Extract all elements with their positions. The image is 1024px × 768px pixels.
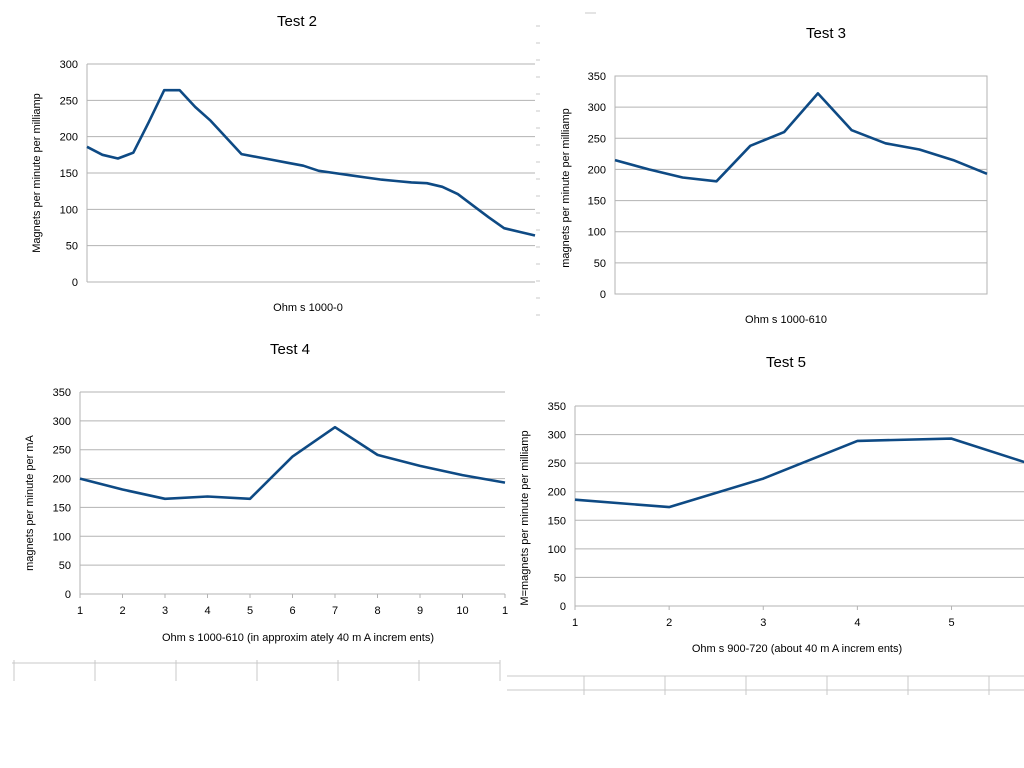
y-tick-label: 150 bbox=[53, 502, 71, 514]
x-tick-label: 5 bbox=[247, 605, 253, 617]
y-tick-label: 0 bbox=[560, 601, 566, 613]
chart-test4: 0 50 100 150 200 250 300 350 1 2 3 4 5 6 7 8 9 10 1 Test 4 O… bbox=[24, 341, 508, 644]
y-tick-label: 100 bbox=[548, 544, 566, 556]
series-line bbox=[614, 92, 988, 183]
y-tick-label: 300 bbox=[53, 416, 71, 428]
x-axis-label: Ohm s 1000-0 bbox=[273, 302, 343, 314]
y-tick-label: 0 bbox=[65, 589, 71, 601]
y-tick-label: 250 bbox=[548, 458, 566, 470]
series-line bbox=[86, 88, 536, 237]
y-axis-label: magnets per minute per mA bbox=[24, 434, 36, 570]
sheet-decorations bbox=[12, 12, 1024, 695]
x-axis-label: Ohm s 1000-610 bbox=[745, 314, 827, 326]
chart-title: Test 2 bbox=[277, 13, 317, 30]
x-tick-label: 1 bbox=[572, 617, 578, 629]
x-tick-label: 4 bbox=[854, 617, 860, 629]
y-tick-label: 150 bbox=[60, 168, 78, 180]
x-tick-label: 3 bbox=[760, 617, 766, 629]
y-tick-label: 250 bbox=[60, 95, 78, 107]
y-tick-label: 300 bbox=[588, 102, 606, 114]
chart-test2: 0 50 100 150 200 250 300 Test 2 Ohm s 1000-0 Magn… bbox=[31, 13, 536, 314]
x-tick-label: 3 bbox=[162, 605, 168, 617]
y-tick-label: 150 bbox=[548, 515, 566, 527]
plot-frame bbox=[614, 75, 988, 295]
y-tick-label: 100 bbox=[60, 204, 78, 216]
x-tick-label: 1 bbox=[77, 605, 83, 617]
y-tick-label: 50 bbox=[554, 572, 566, 584]
x-tick-label: 2 bbox=[119, 605, 125, 617]
y-tick-label: 0 bbox=[72, 277, 78, 289]
x-tick-label: 2 bbox=[666, 617, 672, 629]
y-tick-label: 350 bbox=[53, 387, 71, 399]
y-tick-label: 0 bbox=[600, 289, 606, 301]
x-tick-label: 7 bbox=[332, 605, 338, 617]
series-line bbox=[79, 425, 506, 501]
series-line bbox=[574, 437, 1024, 509]
x-axis-label: Ohm s 900-720 (about 40 m A increm ents) bbox=[692, 643, 902, 655]
y-tick-label: 100 bbox=[588, 227, 606, 239]
y-tick-label: 200 bbox=[53, 474, 71, 486]
y-tick-label: 50 bbox=[66, 241, 78, 253]
y-tick-label: 350 bbox=[548, 401, 566, 413]
chart-test3: 0 50 100 150 200 250 300 350 Test 3 Ohm s 1000-61… bbox=[560, 25, 988, 326]
y-axis-label: Magnets per minute per milliamp bbox=[31, 93, 43, 253]
y-tick-label: 200 bbox=[60, 132, 78, 144]
x-tick-label: 10 bbox=[456, 605, 468, 617]
chart-test5: 0 50 100 150 200 250 300 350 1 2 3 4 5 Test 5 Ohm s 90… bbox=[519, 354, 1024, 655]
y-axis-label: magnets per minute per milliamp bbox=[560, 108, 572, 268]
y-tick-label: 350 bbox=[588, 71, 606, 83]
y-tick-label: 200 bbox=[548, 487, 566, 499]
x-tick-label: 1 bbox=[502, 605, 508, 617]
chart-title: Test 5 bbox=[766, 354, 806, 371]
y-tick-label: 250 bbox=[53, 445, 71, 457]
y-tick-label: 100 bbox=[53, 531, 71, 543]
y-tick-label: 50 bbox=[594, 258, 606, 270]
y-tick-label: 200 bbox=[588, 164, 606, 176]
x-tick-label: 4 bbox=[204, 605, 210, 617]
y-tick-label: 50 bbox=[59, 560, 71, 572]
x-tick-label: 5 bbox=[948, 617, 954, 629]
y-tick-label: 250 bbox=[588, 133, 606, 145]
y-tick-label: 150 bbox=[588, 196, 606, 208]
chart-title: Test 3 bbox=[806, 25, 846, 42]
y-tick-label: 300 bbox=[60, 59, 78, 71]
chart-title: Test 4 bbox=[270, 341, 310, 358]
x-tick-label: 9 bbox=[417, 605, 423, 617]
x-tick-label: 8 bbox=[374, 605, 380, 617]
x-tick-label: 6 bbox=[289, 605, 295, 617]
y-tick-label: 300 bbox=[548, 430, 566, 442]
x-axis-label: Ohm s 1000-610 (in approxim ately 40 m A… bbox=[162, 632, 434, 644]
y-axis-label: M=magnets per minute per milliamp bbox=[519, 430, 531, 605]
